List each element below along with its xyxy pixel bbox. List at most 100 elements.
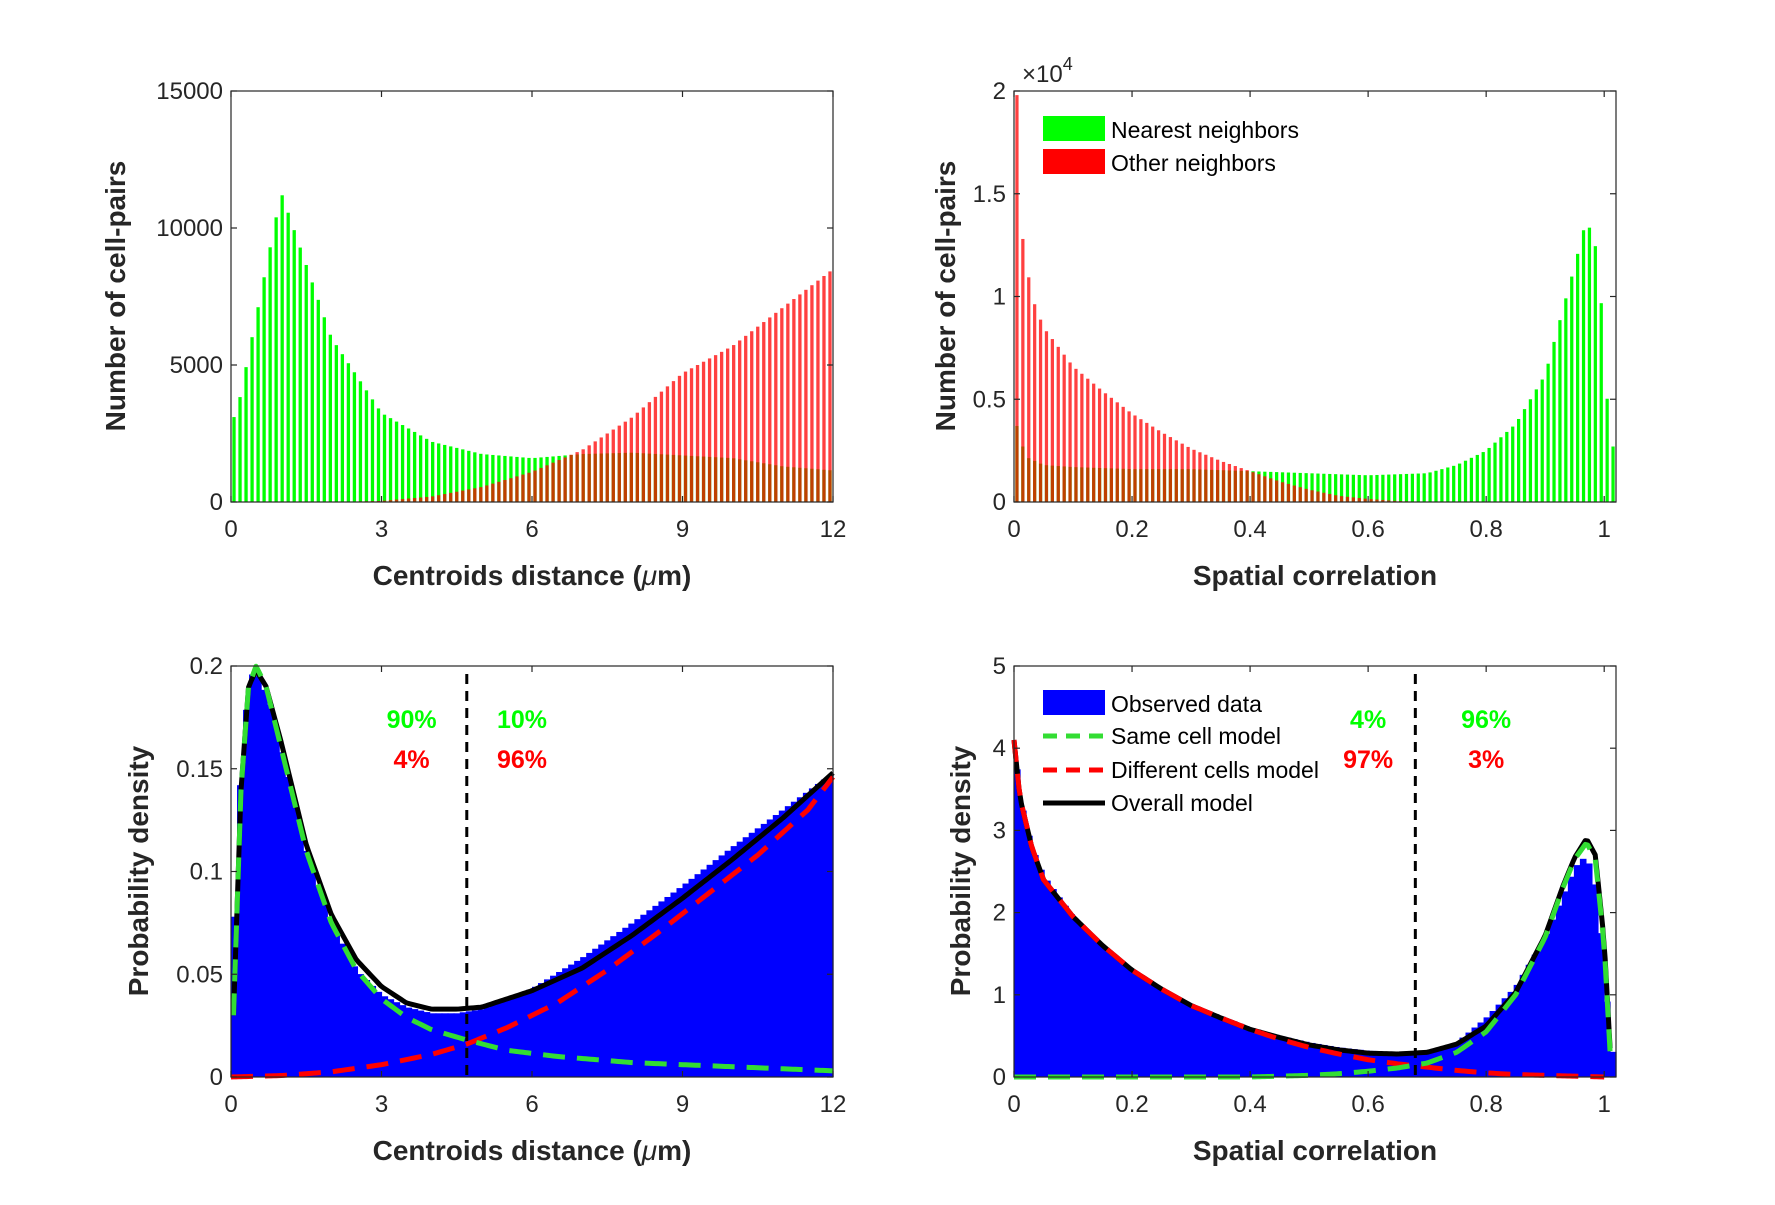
observed-data-bin <box>1050 889 1057 1077</box>
observed-data-bin <box>399 1005 407 1077</box>
observed-data-bin <box>790 801 798 1077</box>
legend-swatch-nearest-neighbors <box>1043 116 1105 141</box>
observed-data-bin <box>1062 905 1069 1077</box>
observed-data-bin <box>267 704 274 1077</box>
observed-data-bin <box>544 979 551 1077</box>
observed-data-bin <box>1519 974 1527 1077</box>
observed-data-bin <box>459 1012 467 1077</box>
green-histogram-bar <box>388 418 393 502</box>
observed-data-bin <box>1248 1028 1256 1077</box>
green-histogram-bar <box>1546 363 1550 502</box>
green-histogram-bar <box>473 452 477 502</box>
red-histogram-bar <box>527 472 531 502</box>
red-histogram-bar <box>828 271 832 502</box>
red-histogram-bar <box>756 326 760 502</box>
green-histogram-bar <box>1357 474 1361 502</box>
observed-data-bin <box>1086 932 1093 1077</box>
green-histogram-bar <box>1593 246 1597 502</box>
same-cell-model-curve <box>231 663 834 1074</box>
x-tick-label: 0 <box>224 1091 237 1118</box>
green-histogram-bar <box>1558 320 1562 502</box>
observed-data-bin <box>429 1013 437 1077</box>
green-histogram-bar <box>292 230 296 502</box>
green-histogram-bar <box>1605 398 1609 502</box>
x-tick-label: 1 <box>1598 516 1611 543</box>
observed-data-bin <box>1531 954 1539 1077</box>
green-histogram-bar <box>406 428 411 502</box>
red-histogram-bar <box>1056 346 1060 502</box>
red-histogram-bar <box>455 491 459 502</box>
observed-data-bin <box>604 940 611 1077</box>
x-tick-label: 0.4 <box>1233 1091 1266 1118</box>
green-histogram-bar <box>1375 474 1379 502</box>
observed-data-bin <box>772 815 780 1077</box>
y-tick-label: 0.2 <box>190 653 223 680</box>
red-histogram-bar <box>623 421 627 502</box>
observed-data-bin <box>291 801 298 1077</box>
panel-c-plot-area: 90% 10% 4% 96% <box>230 663 835 1080</box>
panel-d-ticks: 0 0.2 0.4 0.6 0.8 1 0 1 2 3 4 5 <box>993 653 1616 1118</box>
observed-data-bin <box>1573 865 1581 1077</box>
observed-data-bin <box>381 996 389 1077</box>
y-tick-label: 5000 <box>170 352 223 379</box>
observed-data-bin <box>1308 1042 1316 1077</box>
different-cells-model-curve <box>230 775 835 1080</box>
green-histogram-bar <box>280 195 284 502</box>
observed-data-bin <box>1152 984 1160 1077</box>
red-histogram-bar <box>1322 492 1326 502</box>
observed-data-bin <box>628 923 635 1077</box>
observed-data-bin <box>1351 1049 1358 1077</box>
y-tick-label: 0 <box>993 1064 1006 1091</box>
red-histogram-bar <box>587 445 591 502</box>
observed-data-bin <box>1164 991 1172 1077</box>
red-histogram-bar <box>515 476 519 502</box>
red-histogram-bar <box>443 494 447 502</box>
red-histogram-bar <box>449 492 453 502</box>
panel-a: 0 3 6 9 12 0 5000 10000 15000 Centroids distance… <box>100 78 846 591</box>
red-histogram-bar <box>1298 487 1302 502</box>
x-tick-label: 6 <box>525 516 538 543</box>
observed-data-bin <box>1489 1011 1497 1077</box>
observed-data-bin <box>1543 933 1551 1077</box>
green-histogram-bar <box>1463 460 1468 502</box>
red-histogram-bar <box>1310 490 1314 502</box>
observed-data-bin <box>1495 1004 1503 1077</box>
panel-b-x-axis-label: Spatial correlation <box>1193 560 1437 591</box>
observed-data-bin <box>1441 1046 1449 1077</box>
x-tick-label: 0 <box>1007 1091 1020 1118</box>
x-tick-label: 0.8 <box>1469 1091 1502 1118</box>
red-histogram-bar <box>822 276 826 502</box>
observed-data-bin <box>1200 1009 1208 1077</box>
observed-data-bin <box>1278 1036 1286 1077</box>
observed-data-bin <box>1501 998 1509 1077</box>
red-histogram-bar <box>1257 474 1261 502</box>
observed-data-bin <box>369 985 377 1077</box>
observed-data-bin <box>622 927 629 1077</box>
observed-data-bin <box>1537 944 1545 1077</box>
red-histogram-bar <box>1133 415 1137 502</box>
observed-data-bin <box>1381 1051 1388 1077</box>
observed-data-bin <box>1333 1046 1340 1077</box>
red-histogram-bar <box>412 498 417 502</box>
green-histogram-bar <box>346 363 351 502</box>
green-histogram-bar <box>503 455 507 502</box>
observed-data-bin <box>1459 1037 1467 1077</box>
green-histogram-bar <box>268 247 272 502</box>
red-histogram-bar <box>1086 378 1090 502</box>
red-histogram-bar <box>1269 478 1273 502</box>
red-histogram-bar <box>1239 468 1243 502</box>
observed-data-bin <box>417 1010 425 1077</box>
observed-data-bin <box>1110 954 1117 1077</box>
panel-b-legend: Nearest neighbors Other neighbors <box>1043 116 1299 176</box>
red-histogram-bar <box>431 496 435 502</box>
observed-data-bin <box>580 957 587 1077</box>
red-histogram-bar <box>388 500 393 502</box>
red-histogram-bar <box>1145 422 1149 502</box>
observed-data-bin <box>1218 1016 1226 1077</box>
green-histogram-bar <box>449 446 453 502</box>
green-histogram-bar <box>1511 426 1515 502</box>
green-histogram-bar <box>340 354 345 502</box>
y-tick-label: 1 <box>993 982 1006 1009</box>
green-histogram-bar <box>455 447 459 502</box>
observed-data-bin <box>1453 1042 1461 1077</box>
